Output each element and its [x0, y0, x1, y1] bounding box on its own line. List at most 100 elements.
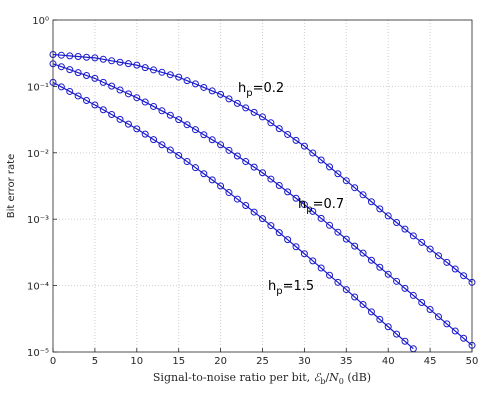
marker — [326, 271, 334, 279]
y-axis-label: Bit error rate — [6, 154, 17, 218]
marker — [150, 66, 158, 74]
x-label-part: 0 — [339, 377, 344, 386]
marker — [158, 68, 166, 76]
marker — [225, 146, 233, 154]
marker — [242, 158, 250, 166]
marker — [284, 188, 292, 196]
marker — [275, 229, 283, 237]
marker — [267, 175, 275, 183]
marker — [284, 130, 292, 138]
marker — [451, 265, 459, 273]
annotation-part: h — [268, 279, 276, 294]
annotation: hp=0.2 — [238, 81, 284, 99]
marker — [133, 61, 141, 69]
marker — [300, 250, 308, 258]
marker — [451, 327, 459, 335]
y-tick-label: 10⁰ — [32, 16, 49, 27]
marker — [292, 194, 300, 202]
marker — [384, 212, 392, 220]
x-label-part: N — [328, 371, 339, 384]
marker — [91, 74, 99, 82]
marker — [309, 207, 317, 215]
marker — [292, 136, 300, 144]
x-label-part: b — [320, 377, 325, 386]
marker — [141, 64, 149, 72]
x-label-part: ℰ — [314, 371, 322, 384]
marker — [275, 125, 283, 133]
marker — [133, 94, 141, 102]
x-tick-label: 0 — [50, 356, 56, 367]
marker — [133, 125, 141, 133]
x-tick-label: 15 — [172, 356, 185, 367]
marker — [443, 320, 451, 328]
marker — [326, 221, 334, 229]
marker — [376, 263, 384, 271]
marker — [259, 169, 266, 177]
marker — [250, 163, 258, 171]
marker — [99, 78, 107, 86]
marker — [401, 337, 409, 345]
marker — [124, 120, 132, 128]
marker — [108, 82, 116, 90]
marker — [124, 60, 132, 68]
marker — [191, 126, 199, 134]
y-tick-label: 10⁻³ — [27, 215, 49, 226]
marker — [242, 104, 250, 112]
y-tick-label: 10⁻¹ — [27, 82, 49, 93]
marker — [233, 195, 241, 203]
x-axis-label: Signal-to-noise ratio per bit, ℰb/N0 (dB… — [153, 371, 371, 386]
marker — [66, 87, 74, 95]
annotation-part: p — [306, 204, 312, 215]
x-label-part: Signal-to-noise ratio per bit, — [153, 371, 314, 384]
marker — [267, 119, 275, 127]
y-tick-label: 10⁻⁴ — [27, 282, 49, 293]
marker — [141, 98, 149, 106]
marker — [443, 258, 451, 266]
marker — [242, 201, 250, 209]
marker — [158, 107, 166, 115]
marker — [200, 83, 208, 91]
marker — [91, 101, 99, 109]
marker — [259, 215, 266, 223]
marker — [309, 257, 317, 265]
x-tick-label: 45 — [424, 356, 437, 367]
x-tick-label: 35 — [340, 356, 353, 367]
marker — [233, 152, 241, 160]
annotation-part: =0.7 — [313, 197, 345, 212]
marker — [217, 141, 225, 149]
marker — [359, 249, 367, 257]
marker — [284, 236, 292, 244]
marker — [393, 277, 401, 285]
marker — [351, 293, 359, 301]
x-tick-label: 40 — [382, 356, 395, 367]
marker — [384, 323, 392, 331]
marker — [334, 170, 342, 178]
y-tick-label: 10⁻² — [27, 149, 49, 160]
marker — [434, 313, 442, 321]
marker — [233, 99, 241, 107]
marker — [74, 53, 82, 61]
marker — [225, 189, 233, 197]
marker — [208, 176, 216, 184]
marker — [91, 54, 99, 62]
marker — [150, 102, 158, 110]
marker — [409, 291, 417, 299]
marker — [393, 219, 401, 227]
marker — [418, 298, 426, 306]
marker — [217, 90, 225, 98]
marker — [259, 113, 266, 121]
series-line — [52, 81, 414, 350]
marker — [317, 214, 325, 222]
marker — [108, 111, 116, 119]
marker — [275, 181, 283, 189]
marker — [334, 278, 342, 286]
marker — [108, 57, 116, 65]
annotation-part: p — [276, 286, 282, 297]
marker — [200, 170, 208, 178]
x-label-part: (dB) — [344, 371, 371, 384]
marker — [384, 270, 392, 278]
marker — [300, 201, 308, 209]
marker — [300, 142, 308, 150]
marker — [57, 51, 65, 59]
marker — [191, 80, 199, 88]
